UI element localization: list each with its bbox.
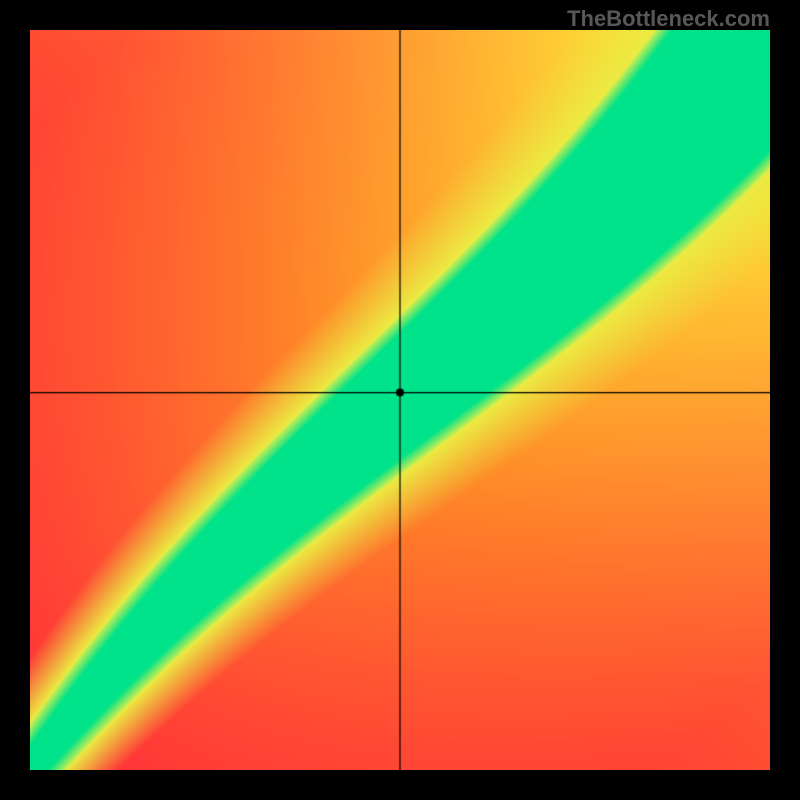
bottleneck-heatmap-chart — [30, 30, 770, 770]
watermark-text: TheBottleneck.com — [567, 6, 770, 32]
